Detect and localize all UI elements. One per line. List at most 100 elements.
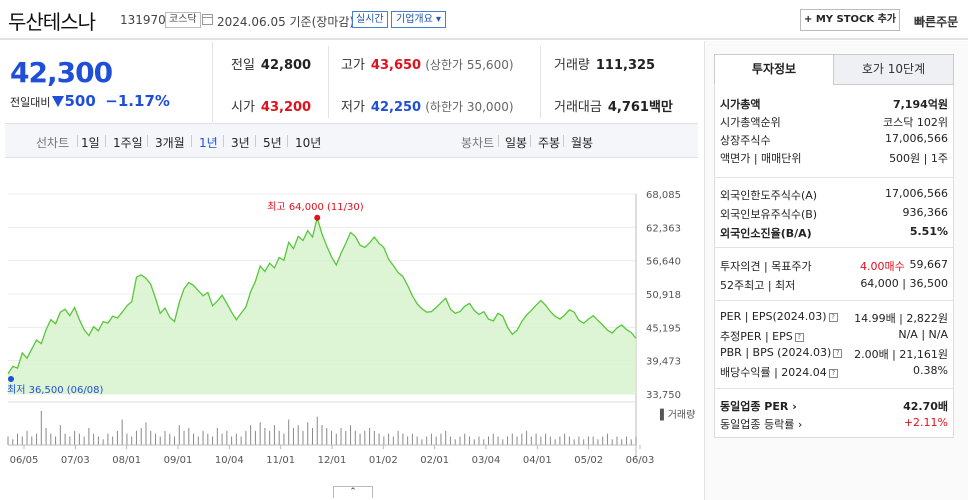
info-label: 상장주식수	[720, 134, 771, 147]
x-tick-label: 12/01	[318, 455, 347, 466]
low-point	[8, 376, 14, 382]
price-line	[7, 215, 637, 375]
x-tick-label: 11/01	[266, 455, 295, 466]
divider	[714, 388, 954, 389]
add-my-stock-button[interactable]: + MY STOCK 추가	[800, 9, 900, 31]
info-label: 시가총액순위	[720, 116, 781, 129]
period-3m[interactable]: 3개월	[155, 136, 185, 150]
x-tick-label: 07/03	[61, 455, 90, 466]
tab-invest-info[interactable]: 투자정보	[714, 54, 834, 85]
help-icon[interactable]: ?	[828, 369, 838, 378]
open-price: 시가 43,200	[231, 100, 312, 115]
high-label: 최고 64,000 (11/30)	[267, 201, 363, 213]
y-tick-label: 33,750	[646, 390, 681, 401]
separator	[563, 135, 564, 147]
y-tick-label: 50,918	[646, 290, 681, 301]
y-tick-label: 68,085	[646, 190, 681, 201]
info-value: 936,366	[902, 206, 949, 219]
period-10y[interactable]: 10년	[295, 136, 322, 150]
help-icon[interactable]: ?	[794, 333, 804, 342]
period-1y[interactable]: 1년	[199, 136, 218, 150]
x-tick-label: 05/02	[574, 455, 603, 466]
x-tick-label: 09/01	[164, 455, 193, 466]
separator	[77, 135, 78, 147]
period-3y[interactable]: 3년	[231, 136, 250, 150]
info-label: 액면가 | 매매단위	[720, 152, 802, 165]
change-label: 전일대비	[10, 96, 51, 109]
x-tick-label: 10/04	[215, 455, 244, 466]
price-change: 전일대비 500 −1.17%	[10, 92, 170, 110]
volume: 거래량 111,325	[554, 58, 656, 73]
y-tick-label: 45,195	[646, 323, 681, 334]
change-percent: −1.17%	[105, 92, 170, 110]
collapse-chevron-button[interactable]: ⌃	[333, 486, 373, 498]
company-overview-dropdown[interactable]: 기업개요 ▾	[391, 11, 446, 28]
trade-amount: 거래대금 4,761백만	[554, 100, 673, 115]
help-icon[interactable]: ?	[833, 349, 843, 358]
info-value: 코스닥 102위	[883, 116, 948, 129]
change-amount: 500	[64, 92, 96, 110]
high-point	[314, 214, 321, 221]
stock-code: 131970	[120, 13, 166, 27]
period-1w[interactable]: 1주일	[113, 136, 143, 150]
price-chart[interactable]: 68,085 62,363 56,640 50,918 45,195 39,473 33,7…	[0, 182, 700, 472]
divider	[540, 46, 541, 118]
info-value: 500원 | 1주	[889, 152, 948, 165]
divider	[212, 42, 213, 122]
info-label: 시가총액	[720, 98, 761, 111]
prev-close: 전일 42,800	[231, 58, 312, 73]
line-chart-label: 선차트	[36, 136, 70, 150]
x-tick-label: 08/01	[112, 455, 141, 466]
chart-period-bar: 선차트 1일 1주일 3개월 1년 3년 5년 10년 봉차트 일봉 주봉 월봉	[5, 123, 698, 158]
period-5y[interactable]: 5년	[263, 136, 282, 150]
period-1d[interactable]: 1일	[81, 136, 100, 150]
separator	[530, 135, 531, 147]
stock-name: 두산테스나	[8, 10, 96, 34]
tab-quote-10[interactable]: 호가 10단계	[833, 54, 954, 85]
help-icon[interactable]: ?	[828, 313, 838, 322]
x-tick-label: 06/03	[626, 455, 655, 466]
x-tick-label: 04/01	[523, 455, 552, 466]
volume-label: ▌거래량	[659, 408, 695, 421]
separator	[105, 135, 106, 147]
divider	[714, 247, 954, 248]
info-value: 7,194억원	[892, 98, 948, 111]
divider	[328, 46, 329, 118]
candle-weekly[interactable]: 주봉	[538, 136, 561, 150]
separator	[255, 135, 256, 147]
quick-order-link[interactable]: 빠른주문	[914, 15, 959, 29]
separator	[287, 135, 288, 147]
calendar-icon	[202, 14, 213, 25]
x-tick-label: 02/01	[420, 455, 449, 466]
x-tick-label: 03/04	[472, 455, 501, 466]
market-tag: 코스닥	[165, 12, 201, 28]
x-tick-label: 06/05	[10, 455, 39, 466]
info-value: 5.51%	[909, 225, 948, 238]
info-label: 외국인한도주식수(A)	[720, 189, 818, 202]
y-tick-label: 39,473	[646, 357, 681, 368]
realtime-button[interactable]: 실시간	[352, 11, 388, 28]
separator	[147, 135, 148, 147]
y-tick-label: 62,363	[646, 223, 681, 234]
separator	[223, 135, 224, 147]
divider	[714, 300, 954, 301]
info-label: 외국인보유주식수(B)	[720, 208, 818, 221]
down-arrow-icon	[52, 96, 65, 107]
low-label: 최저 36,500 (06/08)	[7, 384, 103, 396]
candle-daily[interactable]: 일봉	[505, 136, 528, 150]
day-low: 저가 42,250 (하한가 30,000)	[341, 100, 514, 115]
separator	[498, 135, 499, 147]
divider	[714, 177, 954, 178]
base-date: 2024.06.05 기준(장마감)	[217, 15, 355, 29]
candle-monthly[interactable]: 월봉	[571, 136, 594, 150]
info-value: 17,006,566	[885, 132, 948, 145]
current-price: 42,300	[10, 56, 113, 89]
price-area	[8, 217, 636, 394]
separator	[191, 135, 192, 147]
day-high: 고가 43,650 (상한가 55,600)	[341, 58, 514, 73]
info-value: 17,006,566	[885, 187, 948, 200]
info-label: 외국인소진율(B/A)	[720, 227, 812, 240]
x-tick-label: 01/02	[369, 455, 398, 466]
candle-chart-label: 봉차트	[461, 136, 495, 150]
